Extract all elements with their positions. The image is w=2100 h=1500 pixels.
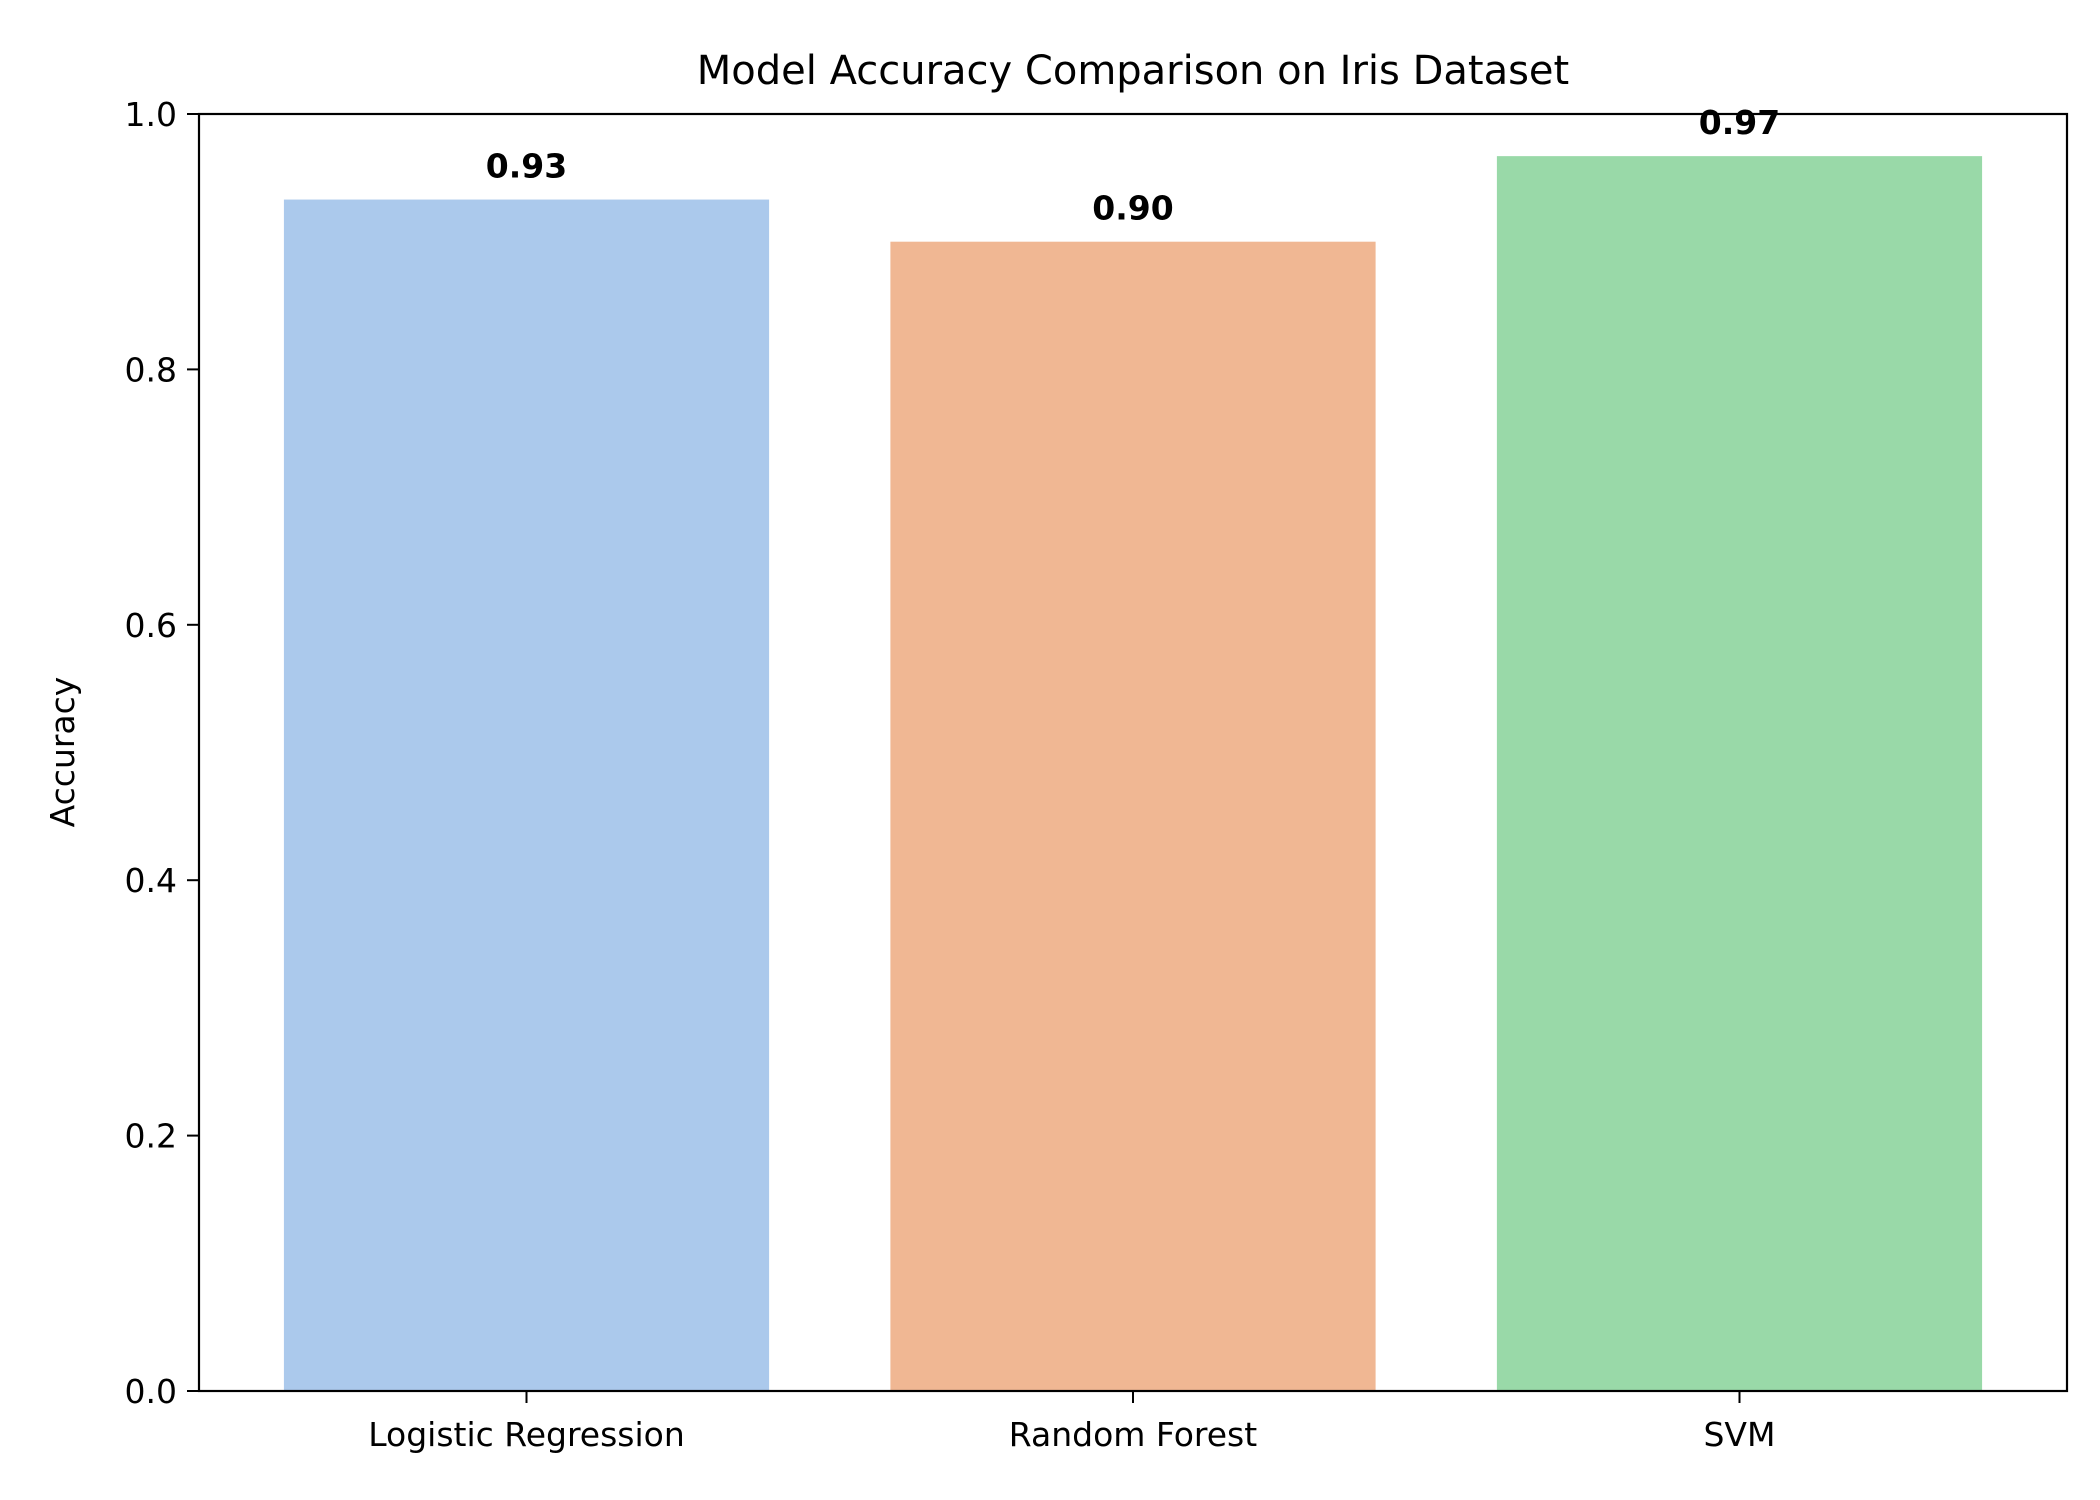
bar-value-label: 0.97 xyxy=(1699,103,1780,142)
y-tick-label: 0.6 xyxy=(125,606,177,645)
bar-value-label: 0.90 xyxy=(1092,189,1173,228)
x-tick-label: SVM xyxy=(1703,1415,1775,1454)
bar-svm xyxy=(1496,156,1983,1392)
bar-random-forest xyxy=(890,241,1376,1392)
x-tick-label: Logistic Regression xyxy=(368,1415,685,1454)
plot-frame xyxy=(197,112,2069,1393)
y-axis-label: Accuracy xyxy=(43,677,82,828)
y-axis-ticks: 0.0 0.2 0.4 0.6 0.8 1.0 xyxy=(125,95,199,1411)
bar-logistic-regression xyxy=(283,199,770,1392)
chart-title: Model Accuracy Comparison on Iris Datase… xyxy=(697,48,1569,94)
y-tick-label: 0.0 xyxy=(125,1372,177,1411)
y-tick-label: 0.4 xyxy=(125,861,177,900)
bar-value-label: 0.93 xyxy=(486,147,567,186)
y-tick-label: 0.2 xyxy=(125,1117,177,1156)
y-tick-label: 0.8 xyxy=(125,350,177,389)
y-tick-label: 1.0 xyxy=(125,95,177,134)
x-tick-label: Random Forest xyxy=(1009,1415,1257,1454)
bar-labels-group: 0.93 0.90 0.97 xyxy=(486,103,1780,228)
x-axis-ticks: Logistic Regression Random Forest SVM xyxy=(368,1391,1775,1454)
bars-group xyxy=(283,156,1983,1392)
